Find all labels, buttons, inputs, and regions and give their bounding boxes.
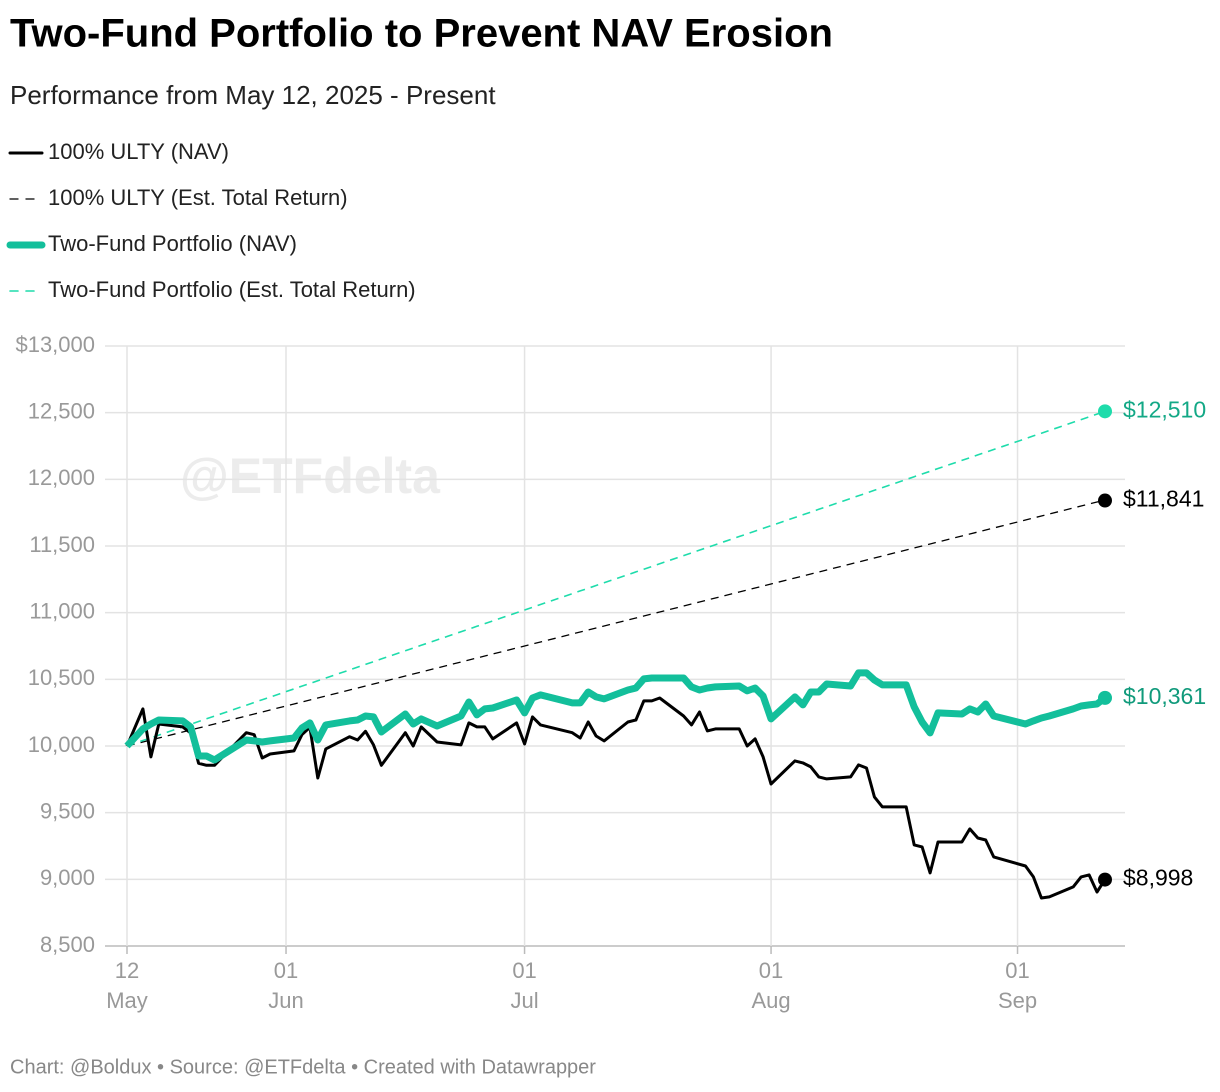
end-label: $11,841 xyxy=(1123,486,1204,512)
y-tick-label: 11,500 xyxy=(29,532,95,557)
y-tick-label: 8,500 xyxy=(40,932,95,957)
x-tick-label: 01 Jul xyxy=(510,958,538,1013)
y-tick-label: 10,500 xyxy=(28,665,95,690)
x-tick-label: 01 Sep xyxy=(998,958,1037,1013)
chart-title: Two-Fund Portfolio to Prevent NAV Erosio… xyxy=(10,12,833,56)
end-point xyxy=(1098,690,1112,705)
end-label: $8,998 xyxy=(1123,865,1193,891)
y-tick-label: 10,000 xyxy=(28,732,95,757)
y-tick-label: 9,500 xyxy=(40,798,95,823)
y-tick-label: 9,000 xyxy=(40,865,95,890)
y-tick-label: 12,500 xyxy=(28,398,95,423)
end-point xyxy=(1098,872,1112,887)
legend-label: Two-Fund Portfolio (NAV) xyxy=(48,231,297,256)
chart-subtitle: Performance from May 12, 2025 - Present xyxy=(10,80,496,110)
y-tick-label: $13,000 xyxy=(15,332,95,357)
legend-label: Two-Fund Portfolio (Est. Total Return) xyxy=(48,277,416,302)
legend-label: 100% ULTY (NAV) xyxy=(48,139,229,164)
end-label: $10,361 xyxy=(1123,683,1206,709)
watermark: @ETFdelta xyxy=(180,448,441,504)
end-point xyxy=(1098,493,1112,508)
legend-label: 100% ULTY (Est. Total Return) xyxy=(48,185,348,210)
series-line xyxy=(126,410,1106,747)
end-point xyxy=(1098,404,1112,419)
x-tick-label: 01 Jun xyxy=(268,958,303,1013)
series-line xyxy=(125,696,1107,900)
series-line xyxy=(124,669,1108,764)
source-note: Chart: @Boldux • Source: @ETFdelta • Cre… xyxy=(10,1056,596,1078)
x-tick-label: 01 Aug xyxy=(751,958,790,1013)
series-line xyxy=(126,499,1106,747)
y-tick-label: 11,000 xyxy=(29,598,95,623)
x-tick-label: 12 May xyxy=(106,958,148,1013)
end-label: $12,510 xyxy=(1123,396,1206,422)
y-tick-label: 12,000 xyxy=(28,465,95,490)
